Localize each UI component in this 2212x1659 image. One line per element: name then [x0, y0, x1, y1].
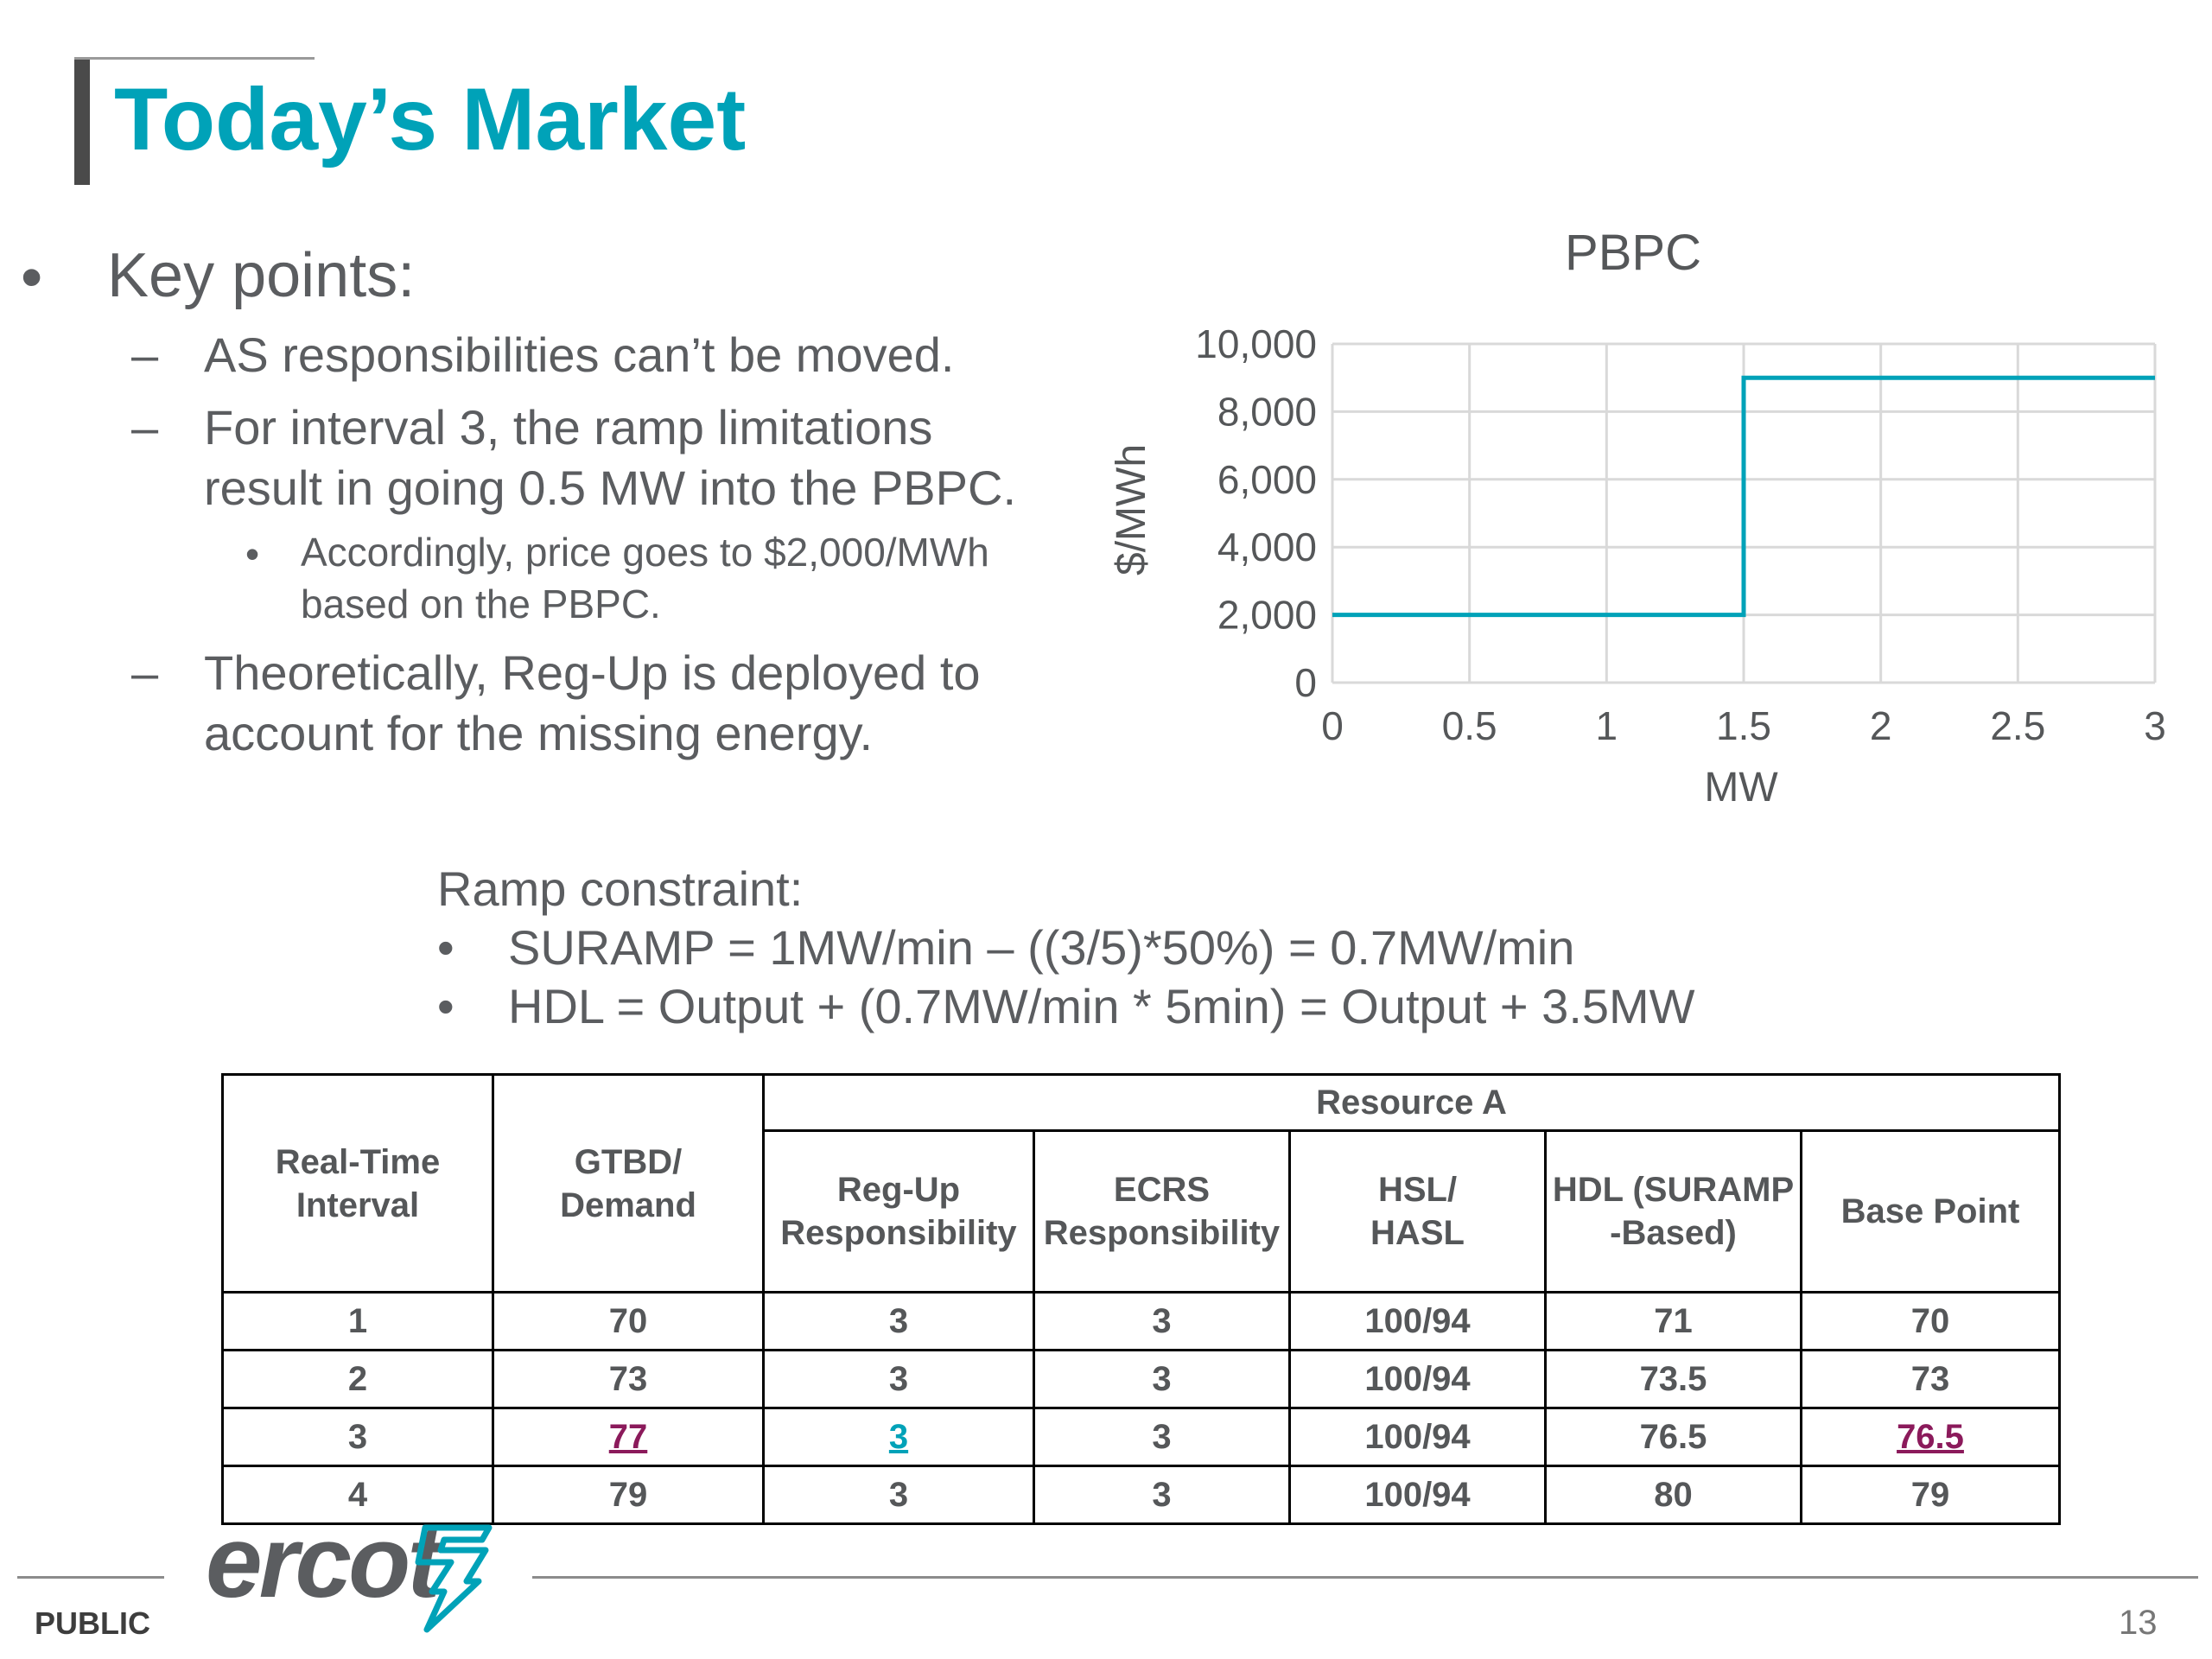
cell-interval: 3 — [221, 1407, 494, 1467]
bullet-item-3-line-2: account for the missing energy. — [204, 706, 874, 760]
cell-base-point: 70 — [1800, 1291, 2061, 1351]
x-tick-label: 1.5 — [1716, 703, 1771, 748]
x-tick-label: 0 — [1321, 703, 1344, 748]
cell-ecrs: 3 — [1033, 1407, 1291, 1467]
ramp-bullet-glyph: • — [437, 920, 454, 975]
ercot-bolt-icon — [415, 1524, 493, 1633]
x-tick-label: 0.5 — [1442, 703, 1497, 748]
pbpc-chart: PBPC 0 2,000 4,000 6,000 8,000 10,000 0 0.5 1 1.… — [1109, 225, 2166, 810]
cell-demand: 79 — [492, 1465, 765, 1525]
header-hdl: HDL (SURAMP -Based) — [1544, 1129, 1802, 1294]
cell-regup: 3 — [762, 1465, 1035, 1525]
table-row: 2 73 3 3 100/94 73.5 73 — [221, 1349, 2061, 1409]
table-row: 1 70 3 3 100/94 71 70 — [221, 1291, 2061, 1351]
x-tick-label: 1 — [1596, 703, 1618, 748]
ramp-heading: Ramp constraint: — [437, 861, 804, 916]
dash-glyph: – — [131, 400, 159, 454]
bullet-glyph: • — [21, 243, 43, 312]
header-interval: Real-Time Interval — [221, 1073, 494, 1294]
bullet-item-1: AS responsibilities can’t be moved. — [204, 327, 955, 382]
header-resource-a: Resource A — [762, 1073, 2061, 1132]
cell-hdl: 71 — [1544, 1291, 1802, 1351]
header-ecrs: ECRS Responsibility — [1033, 1129, 1291, 1294]
cell-base-point: 76.5 — [1800, 1407, 2061, 1467]
x-axis-ticks: 0 0.5 1 1.5 2 2.5 3 — [1321, 703, 2166, 748]
y-tick-label: 8,000 — [1217, 389, 1317, 434]
cell-hsl: 100/94 — [1288, 1407, 1547, 1467]
series-line — [1332, 375, 2155, 618]
title-accent-line — [74, 57, 315, 60]
bullet-item-2-line-2: result in going 0.5 MW into the PBPC. — [204, 461, 1016, 515]
dash-glyph: – — [131, 327, 159, 382]
highlighted-demand: 77 — [608, 1418, 648, 1456]
bullet-item-3-line-1: Theoretically, Reg-Up is deployed to — [204, 645, 981, 700]
ercot-logo: ercot — [206, 1505, 442, 1619]
cell-interval: 1 — [221, 1291, 494, 1351]
bullet-item-2-line-1: For interval 3, the ramp limitations — [204, 400, 933, 454]
footer-divider-right — [532, 1576, 2198, 1579]
ramp-bullet-glyph: • — [437, 979, 454, 1033]
x-tick-label: 2.5 — [1990, 703, 2045, 748]
cell-hdl: 73.5 — [1544, 1349, 1802, 1409]
cell-hsl: 100/94 — [1288, 1291, 1547, 1351]
table-header-row: Real-Time Interval GTBD/Demand Resource A — [221, 1073, 2061, 1294]
cell-regup: 3 — [762, 1291, 1035, 1351]
cell-hdl: 80 — [1544, 1465, 1802, 1525]
table-subheader-row: Reg-Up Responsibility ECRS Responsibility … — [223, 1129, 2061, 1294]
public-label: PUBLIC — [35, 1605, 150, 1641]
cell-regup: 3 — [762, 1349, 1035, 1409]
y-axis-label: $/MWh — [1109, 444, 1154, 575]
header-hsl: HSL/HASL — [1288, 1129, 1547, 1294]
cell-demand: 70 — [492, 1291, 765, 1351]
header-base-point: Base Point — [1800, 1129, 2061, 1294]
cell-hsl: 100/94 — [1288, 1349, 1547, 1409]
y-tick-label: 2,000 — [1217, 593, 1317, 638]
cell-regup: 3 — [762, 1407, 1035, 1467]
y-tick-label: 10,000 — [1195, 321, 1317, 366]
y-tick-label: 0 — [1294, 660, 1317, 705]
y-tick-label: 6,000 — [1217, 457, 1317, 502]
dash-glyph: – — [131, 645, 159, 700]
cell-ecrs: 3 — [1033, 1291, 1291, 1351]
table-row: 3 77 3 3 100/94 76.5 76.5 — [221, 1407, 2061, 1467]
cell-ecrs: 3 — [1033, 1465, 1291, 1525]
cell-demand: 77 — [492, 1407, 765, 1467]
y-tick-label: 4,000 — [1217, 524, 1317, 569]
cell-base-point: 73 — [1800, 1349, 2061, 1409]
title-accent-bar — [74, 57, 90, 185]
header-regup: Reg-Up Responsibility — [762, 1129, 1035, 1294]
key-points-heading: Key points: — [107, 241, 416, 310]
y-axis-ticks: 0 2,000 4,000 6,000 8,000 10,000 — [1195, 321, 1317, 705]
footer-divider-left — [17, 1576, 164, 1579]
page-number: 13 — [2119, 1604, 2158, 1642]
ramp-line-2: HDL = Output + (0.7MW/min * 5min) = Outp… — [508, 979, 1695, 1033]
highlighted-regup: 3 — [888, 1418, 909, 1456]
x-tick-label: 3 — [2144, 703, 2166, 748]
x-axis-label: MW — [1704, 765, 1778, 810]
x-tick-label: 2 — [1870, 703, 1892, 748]
chart-series — [1332, 375, 2155, 618]
highlighted-base-point: 76.5 — [1897, 1418, 1964, 1456]
cell-demand: 73 — [492, 1349, 765, 1409]
ramp-line-1: SURAMP = 1MW/min – ((3/5)*50%) = 0.7MW/m… — [508, 920, 1575, 975]
sub-bullet-line-2: based on the PBPC. — [301, 582, 661, 626]
cell-interval: 2 — [221, 1349, 494, 1409]
sub-bullet-line-1: Accordingly, price goes to $2,000/MWh — [301, 530, 989, 575]
cell-interval: 4 — [221, 1465, 494, 1525]
cell-hdl: 76.5 — [1544, 1407, 1802, 1467]
table-row: 4 79 3 3 100/94 80 79 — [221, 1465, 2061, 1525]
cell-hsl: 100/94 — [1288, 1465, 1547, 1525]
cell-base-point: 79 — [1800, 1465, 2061, 1525]
page-title: Today’s Market — [114, 70, 747, 168]
resource-table: Real-Time Interval GTBD/Demand Resource A… — [221, 1073, 2061, 1525]
sub-bullet-glyph: • — [245, 531, 260, 576]
header-demand: GTBD/Demand — [492, 1073, 765, 1294]
cell-ecrs: 3 — [1033, 1349, 1291, 1409]
chart-title: PBPC — [1565, 225, 1701, 281]
